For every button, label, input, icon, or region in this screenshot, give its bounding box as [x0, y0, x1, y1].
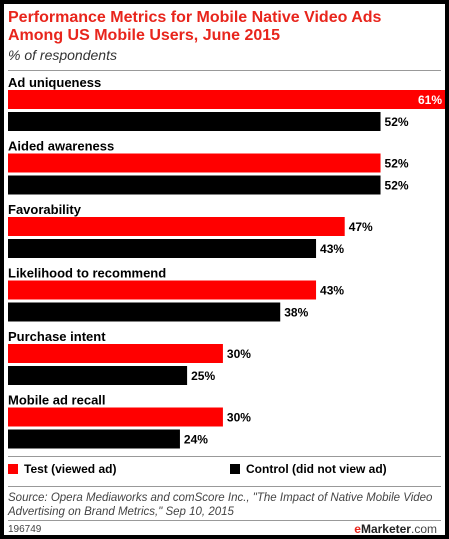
- data-label: 52%: [385, 115, 409, 129]
- bar: [8, 112, 381, 131]
- bar-chart: Ad uniqueness 61% 52% Aided awareness 52% 52%…: [8, 75, 445, 449]
- brand-e: e: [354, 522, 361, 536]
- brand-name: Marketer: [360, 522, 411, 536]
- category-label: Favorability: [8, 202, 82, 217]
- footer-divider: [8, 520, 441, 521]
- data-label: 38%: [284, 306, 308, 320]
- chart-title: Performance Metrics for Mobile Native Vi…: [8, 9, 382, 44]
- category-label: Likelihood to recommend: [8, 266, 166, 281]
- legend-swatch-test: [8, 464, 18, 474]
- category-label: Ad uniqueness: [8, 75, 101, 90]
- bar: [8, 366, 188, 385]
- data-label: 24%: [184, 433, 208, 447]
- brand-suffix: .com: [410, 522, 437, 536]
- data-label: 30%: [227, 411, 251, 425]
- bar: [8, 407, 223, 427]
- data-label: 43%: [320, 284, 344, 298]
- legend-swatch-control: [230, 464, 240, 474]
- data-label: 30%: [227, 347, 251, 361]
- source-note: Source: Opera Mediaworks and comScore In…: [8, 492, 433, 518]
- bar: [8, 429, 180, 449]
- brand-logo: eMarketer.com: [354, 522, 437, 536]
- bar: [8, 239, 317, 258]
- data-label: 47%: [349, 220, 373, 234]
- bar: [8, 280, 317, 300]
- data-label: 43%: [320, 242, 344, 256]
- category-label: Mobile ad recall: [8, 393, 106, 408]
- bar: [8, 90, 445, 109]
- data-label: 25%: [191, 369, 215, 383]
- legend-label-control: Control (did not view ad): [246, 462, 387, 476]
- bar: [8, 217, 345, 236]
- data-label: 52%: [385, 179, 409, 193]
- bar: [8, 153, 381, 173]
- chart-subtitle: % of respondents: [8, 47, 117, 63]
- legend-divider-bottom: [8, 486, 441, 487]
- bar: [8, 302, 281, 322]
- data-label: 61%: [418, 93, 442, 107]
- legend-divider-top: [8, 456, 441, 457]
- header-divider: [8, 70, 441, 71]
- bar: [8, 344, 223, 363]
- bar: [8, 175, 381, 195]
- category-label: Purchase intent: [8, 329, 106, 344]
- legend-item-test: Test (viewed ad): [8, 462, 116, 476]
- legend: Test (viewed ad) Control (did not view a…: [4, 462, 449, 482]
- chart-id: 196749: [8, 524, 42, 535]
- data-label: 52%: [385, 157, 409, 171]
- legend-label-test: Test (viewed ad): [24, 462, 117, 476]
- legend-item-control: Control (did not view ad): [230, 462, 387, 476]
- category-label: Aided awareness: [8, 139, 114, 154]
